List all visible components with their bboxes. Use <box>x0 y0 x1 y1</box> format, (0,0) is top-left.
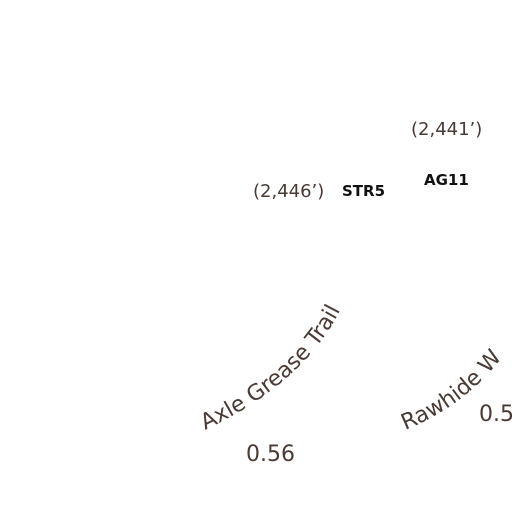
marker-label-ag11[interactable]: AG11 <box>424 171 469 189</box>
elevation-label-ag11: (2,441’) <box>411 119 483 140</box>
trail-distance-axle-grease: 0.56 <box>246 442 295 467</box>
marker-label-str5[interactable]: STR5 <box>342 182 386 200</box>
trail-distance-rawhide: 0.5 <box>479 402 512 427</box>
trail-name-axle-grease[interactable]: Axle Grease Trail <box>197 301 346 435</box>
elevation-label-str5: (2,446’) <box>253 181 325 202</box>
